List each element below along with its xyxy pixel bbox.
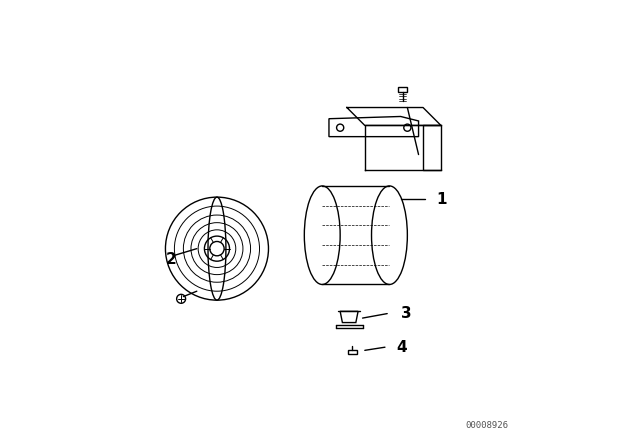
Text: 1: 1 bbox=[436, 192, 447, 207]
Text: 2: 2 bbox=[165, 252, 176, 267]
Text: 3: 3 bbox=[401, 306, 412, 321]
Text: 4: 4 bbox=[396, 340, 407, 355]
Text: 00008926: 00008926 bbox=[465, 421, 508, 430]
